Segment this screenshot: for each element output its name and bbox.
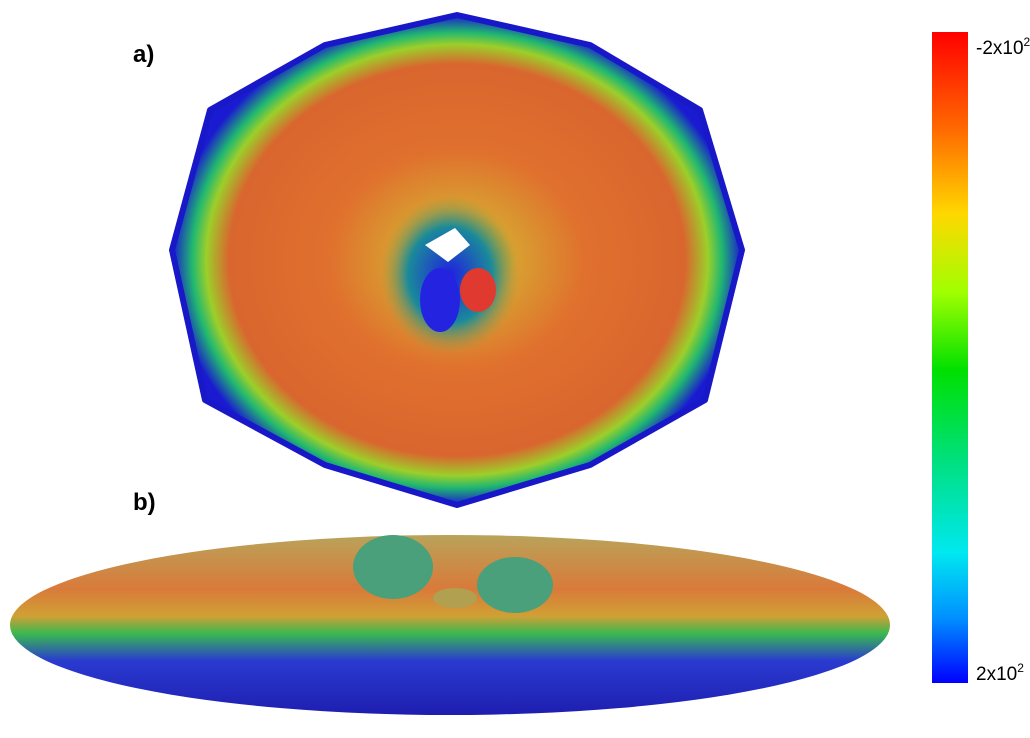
potential-map-side [10, 535, 890, 715]
label-exponent: 2 [1017, 661, 1024, 675]
panel-label: b) [133, 489, 156, 516]
figure: a) b) -2x102 2x102 [0, 0, 1030, 738]
panel-label: a) [133, 41, 154, 68]
colorbar [932, 32, 968, 683]
label-exponent: 2 [1024, 35, 1030, 49]
colorbar-bottom-label: 2x102 [976, 661, 1024, 685]
label-base: -2x10 [976, 38, 1024, 59]
label-base: 2x10 [976, 664, 1017, 685]
colorbar-top-label: -2x102 [976, 35, 1030, 59]
potential-map-top [172, 15, 742, 505]
